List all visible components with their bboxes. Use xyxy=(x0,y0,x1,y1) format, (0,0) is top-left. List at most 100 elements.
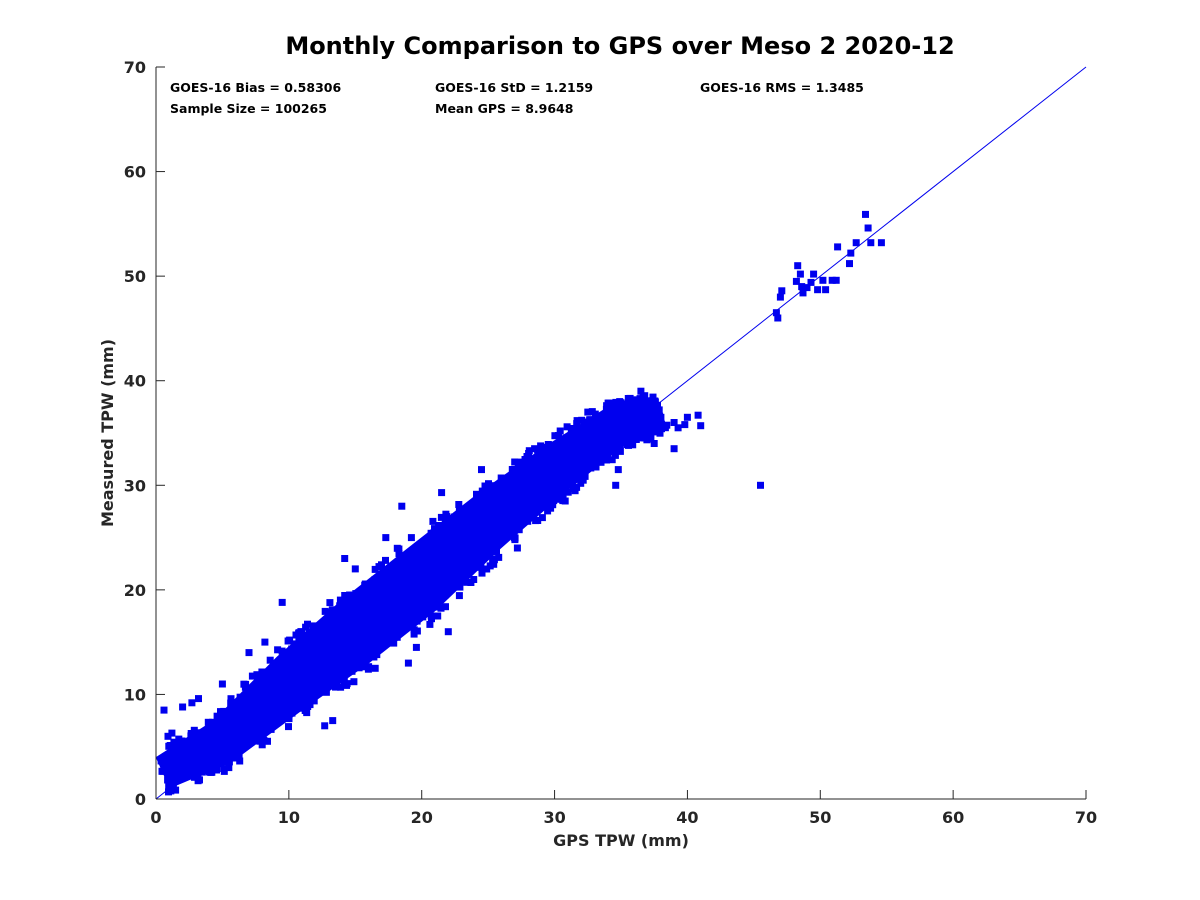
scatter-point xyxy=(175,735,183,743)
scatter-point xyxy=(550,497,558,505)
scatter-point xyxy=(622,401,629,409)
scatter-point xyxy=(280,684,288,692)
scatter-point xyxy=(810,270,818,278)
scatter-point xyxy=(314,646,322,654)
scatter-point xyxy=(483,528,491,536)
scatter-point xyxy=(438,489,446,497)
scatter-point xyxy=(316,637,324,645)
scatter-point xyxy=(173,752,180,760)
scatter-point xyxy=(356,644,363,652)
scatter-point xyxy=(456,583,464,591)
scatter-point xyxy=(247,719,255,727)
scatter-point xyxy=(581,472,589,480)
scatter-point xyxy=(211,754,219,762)
scatter-point xyxy=(225,764,233,772)
scatter-point xyxy=(351,608,359,616)
scatter-point xyxy=(396,575,404,583)
scatter-point xyxy=(375,609,383,617)
scatter-point xyxy=(587,464,595,472)
scatter-point xyxy=(653,403,661,411)
scatter-point xyxy=(492,547,500,555)
scatter-point xyxy=(316,675,323,683)
scatter-point xyxy=(336,602,344,610)
scatter-point xyxy=(354,653,362,661)
scatter-point xyxy=(544,441,552,448)
scatter-point xyxy=(604,435,612,443)
scatter-point xyxy=(697,422,705,430)
scatter-point xyxy=(470,576,478,583)
scatter-point xyxy=(364,630,372,638)
stat-sample-size: Sample Size = 100265 xyxy=(170,101,327,116)
scatter-point xyxy=(173,746,181,754)
scatter-point xyxy=(239,717,246,725)
scatter-point xyxy=(525,485,533,493)
scatter-point xyxy=(670,419,678,426)
scatter-point xyxy=(286,689,294,697)
stat-mean-gps: Mean GPS = 8.9648 xyxy=(435,101,573,116)
scatter-point xyxy=(507,479,515,487)
scatter-point xyxy=(322,655,330,663)
scatter-point xyxy=(378,602,386,610)
scatter-point xyxy=(428,593,436,601)
scatter-point xyxy=(231,754,239,762)
scatter-point xyxy=(333,660,341,668)
chart-title: Monthly Comparison to GPS over Meso 2 20… xyxy=(285,32,954,60)
scatter-point xyxy=(256,737,264,745)
scatter-point xyxy=(260,737,268,744)
scatter-point xyxy=(382,568,390,576)
scatter-point xyxy=(604,450,612,458)
scatter-point xyxy=(636,395,644,403)
scatter-point xyxy=(524,491,532,499)
scatter-point xyxy=(864,224,872,232)
scatter-point xyxy=(296,704,304,712)
scatter-point xyxy=(512,489,520,497)
scatter-point xyxy=(478,569,486,577)
scatter-point xyxy=(551,432,559,440)
scatter-point xyxy=(396,559,403,567)
scatter-point xyxy=(372,617,380,625)
scatter-point xyxy=(415,581,423,589)
scatter-point xyxy=(299,694,307,702)
scatter-point xyxy=(567,433,575,441)
scatter-point xyxy=(538,454,546,462)
scatter-point xyxy=(301,657,309,665)
scatter-point xyxy=(578,416,586,424)
scatter-point xyxy=(794,262,802,270)
scatter-point xyxy=(877,239,885,247)
scatter-point xyxy=(494,501,502,509)
scatter-point xyxy=(278,598,286,606)
scatter-point xyxy=(371,579,379,587)
scatter-point xyxy=(549,458,557,466)
scatter-point xyxy=(442,603,449,611)
scatter-point xyxy=(349,633,357,641)
scatter-point xyxy=(193,750,201,758)
y-tick-label: 70 xyxy=(124,58,146,77)
y-tick-label: 50 xyxy=(124,267,146,286)
scatter-point xyxy=(442,549,450,556)
scatter-point xyxy=(355,664,363,672)
scatter-point xyxy=(412,558,420,566)
scatter-point xyxy=(641,419,649,426)
scatter-point xyxy=(208,743,216,751)
scatter-point xyxy=(253,671,261,679)
scatter-point xyxy=(574,426,582,434)
scatter-point xyxy=(264,737,271,745)
scatter-point xyxy=(597,458,605,466)
scatter-point xyxy=(623,441,631,449)
scatter-point xyxy=(484,510,492,518)
scatter-point xyxy=(646,403,654,411)
scatter-point xyxy=(435,522,443,529)
scatter-point xyxy=(393,633,401,641)
statistics-annotations: GOES-16 Bias = 0.58306 GOES-16 StD = 1.2… xyxy=(170,80,864,116)
scatter-point xyxy=(543,456,551,464)
scatter-point xyxy=(159,767,167,775)
scatter-point xyxy=(431,525,438,533)
scatter-point xyxy=(274,646,282,654)
scatter-point xyxy=(465,535,473,543)
scatter-point xyxy=(414,554,421,562)
scatter-point xyxy=(603,410,611,418)
scatter-point xyxy=(220,707,228,715)
scatter-point xyxy=(463,531,471,539)
scatter-point xyxy=(495,532,503,540)
scatter-point xyxy=(459,571,467,579)
